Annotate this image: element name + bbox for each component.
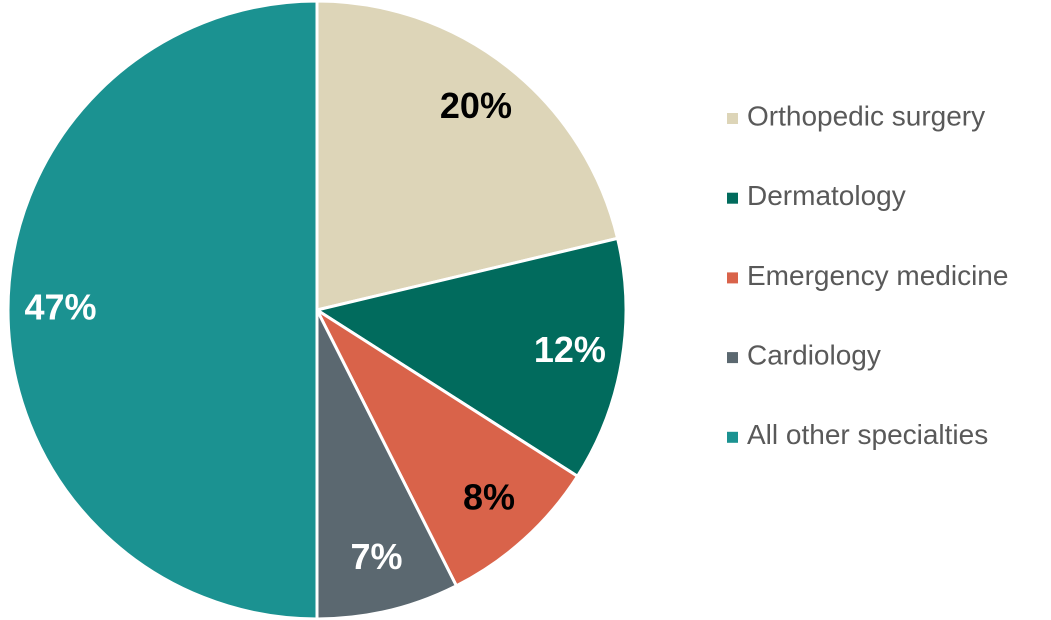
pie-slice (313, 305, 580, 588)
data-label: 7% (350, 536, 402, 577)
data-label: 47% (24, 287, 96, 328)
pie-slice (313, 236, 628, 479)
legend-swatch (727, 113, 738, 124)
legend-label: All other specialties (747, 419, 988, 450)
data-label: 8% (463, 477, 515, 518)
pie-slice (6, 0, 319, 620)
legend-label: Orthopedic surgery (747, 100, 985, 131)
legend-swatch (727, 352, 738, 364)
pie-slice (315, 0, 620, 312)
legend-swatch (727, 192, 738, 204)
legend-label: Emergency medicine (747, 260, 1008, 291)
legend-label: Dermatology (747, 180, 906, 211)
legend-swatch (727, 272, 738, 284)
data-label: 12% (534, 329, 606, 370)
pie-slice (315, 309, 459, 620)
legend-label: Cardiology (747, 339, 881, 370)
legend-swatch (727, 431, 738, 443)
data-label: 20% (440, 85, 512, 126)
